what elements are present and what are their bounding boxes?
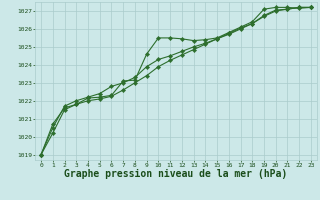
X-axis label: Graphe pression niveau de la mer (hPa): Graphe pression niveau de la mer (hPa): [64, 169, 288, 179]
